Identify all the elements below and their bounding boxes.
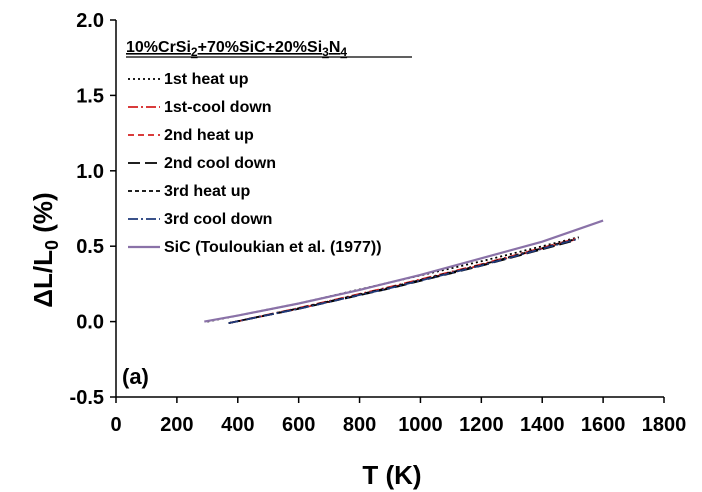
y-tick-label: 0.5 <box>76 236 104 258</box>
x-tick-label: 1600 <box>581 414 626 436</box>
series-layer <box>204 219 604 324</box>
panel-label: (a) <box>122 364 149 389</box>
axes-layer <box>115 20 664 398</box>
x-tick-label: 1200 <box>459 414 504 436</box>
ticks-layer: 0 200 400 600 800 1000 1200 1400 1600 1800 -0.5 0.0… <box>70 10 687 436</box>
x-tick-label: 0 <box>110 414 121 436</box>
y-tick-label: 1.0 <box>76 161 104 183</box>
y-tick-label: 2.0 <box>76 10 104 32</box>
x-tick-label: 400 <box>221 414 254 436</box>
legend-title: 10%CrSi2+70%SiC+20%Si3N4 <box>126 39 347 59</box>
series-line <box>204 219 604 323</box>
x-tick-label: 200 <box>160 414 193 436</box>
x-tick-label: 1400 <box>520 414 565 436</box>
legend-entry: 1st-cool down <box>164 99 272 116</box>
legend-entry: 2nd heat up <box>164 127 254 144</box>
x-tick-label: 600 <box>282 414 315 436</box>
legend-entry: SiC (Touloukian et al. (1977)) <box>164 239 382 256</box>
legend-entry: 2nd cool down <box>164 155 276 172</box>
legend-entry: 3rd heat up <box>164 183 250 200</box>
legend-entry: 1st heat up <box>164 71 249 88</box>
series-line <box>228 237 580 324</box>
x-tick-label: 1000 <box>398 414 443 436</box>
legend-entry: 3rd cool down <box>164 211 272 228</box>
y-axis-title: ΔL/L0 (%) <box>28 192 62 307</box>
x-tick-label: 800 <box>343 414 376 436</box>
y-tick-label: -0.5 <box>70 387 104 409</box>
y-tick-label: 1.5 <box>76 85 104 107</box>
legend: 10%CrSi2+70%SiC+20%Si3N4 1st heat up 1st-c… <box>126 39 412 256</box>
x-axis-title: T (K) <box>362 460 421 490</box>
x-tick-label: 1800 <box>642 414 687 436</box>
y-tick-label: 0.0 <box>76 312 104 334</box>
